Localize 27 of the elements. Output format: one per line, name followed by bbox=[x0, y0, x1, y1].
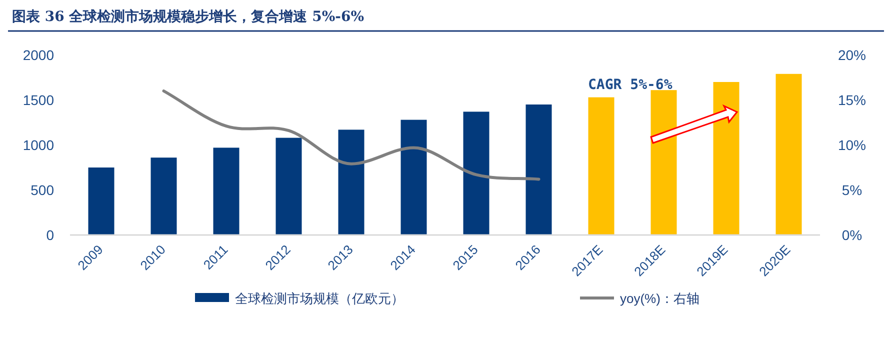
y2-tick-label: 15% bbox=[838, 92, 866, 108]
annotation: CAGR 5%-6% bbox=[588, 77, 673, 93]
y-tick-label: 1000 bbox=[22, 137, 54, 153]
bar bbox=[400, 120, 427, 235]
legend-label: 全球检测市场规模（亿欧元） bbox=[235, 291, 404, 306]
y-tick-label: 2000 bbox=[22, 47, 54, 63]
bar bbox=[88, 168, 114, 235]
bar bbox=[713, 82, 740, 235]
bar bbox=[463, 112, 490, 235]
y2-tick-label: 5% bbox=[842, 182, 862, 198]
bar bbox=[650, 90, 677, 235]
y2-tick-label: 10% bbox=[838, 137, 866, 153]
y-tick-label: 0 bbox=[46, 227, 54, 243]
bar bbox=[150, 158, 177, 235]
legend-label: yoy(%)：右轴 bbox=[620, 291, 700, 306]
bar bbox=[776, 74, 802, 235]
bar bbox=[276, 138, 302, 235]
y2-tick-label: 20% bbox=[838, 47, 866, 63]
bar bbox=[526, 104, 552, 235]
bar bbox=[338, 130, 364, 235]
bar bbox=[213, 148, 240, 235]
y2-tick-label: 0% bbox=[842, 227, 862, 243]
y-tick-label: 500 bbox=[30, 182, 54, 198]
bar bbox=[588, 97, 614, 235]
chart-title: 图表 36 全球检测市场规模稳步增长，复合增速 5%-6% bbox=[12, 8, 364, 25]
y-tick-label: 1500 bbox=[22, 92, 54, 108]
line-series bbox=[162, 90, 540, 181]
